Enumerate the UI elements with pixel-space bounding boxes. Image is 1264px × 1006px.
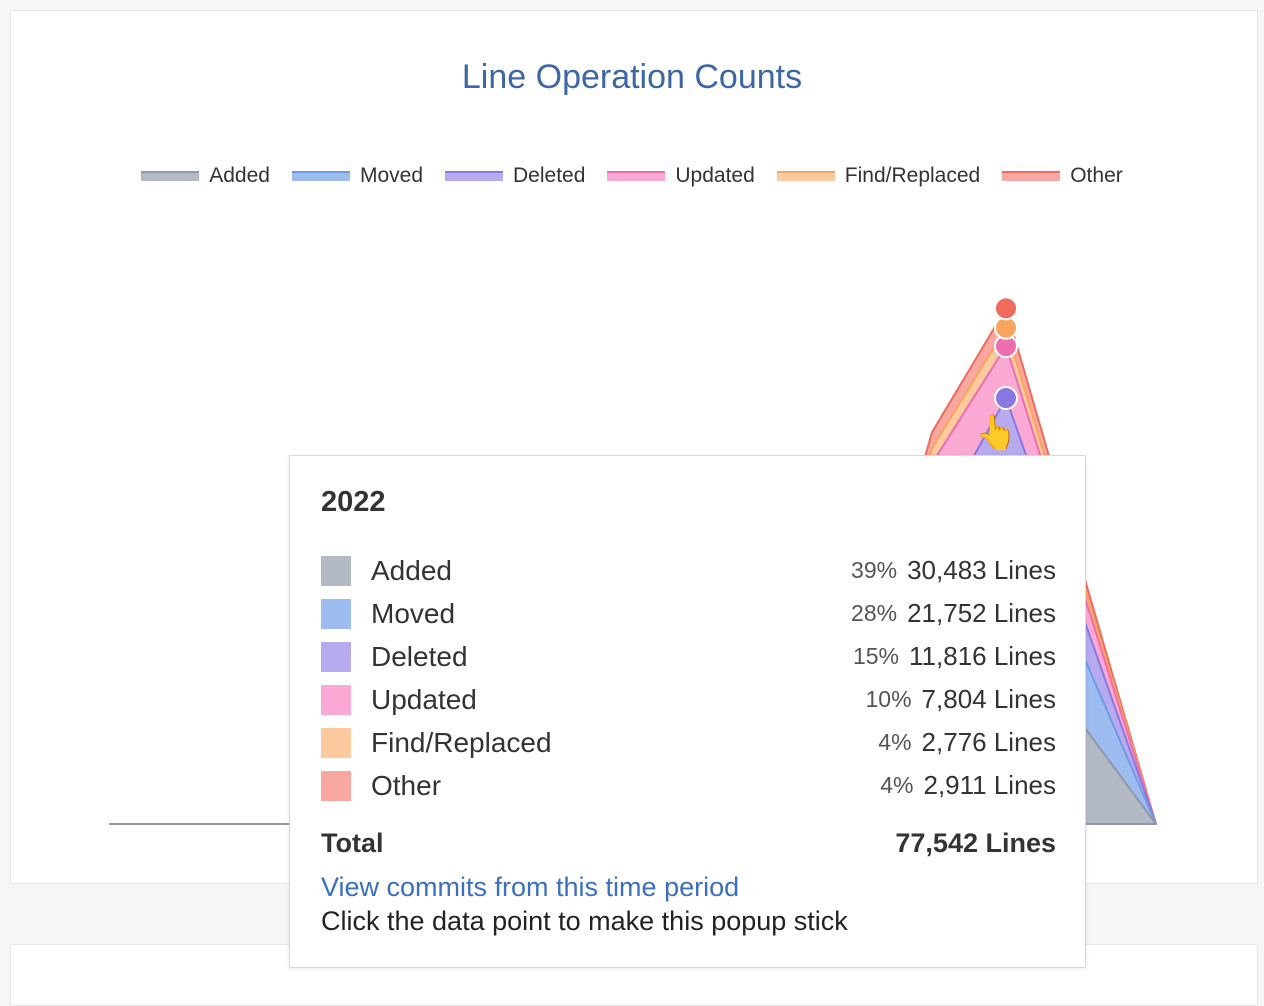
legend-label: Deleted: [513, 164, 586, 187]
tooltip-percent: 4%: [880, 772, 914, 798]
tooltip-percent: 39%: [851, 557, 898, 583]
tooltip-swatch: [321, 770, 351, 801]
tooltip-row: Updated 10% 7,804 Lines: [321, 678, 1056, 721]
tooltip-lines: 2,911 Lines: [923, 770, 1056, 800]
legend-item-find-replaced[interactable]: Find/Replaced: [776, 164, 981, 188]
legend-item-moved[interactable]: Moved: [291, 164, 423, 188]
tooltip-series-name: Moved: [371, 597, 456, 629]
tooltip-swatch: [321, 727, 351, 758]
legend-label: Find/Replaced: [844, 164, 981, 187]
tooltip-series-name: Other: [371, 769, 442, 801]
tooltip-row: Find/Replaced 4% 2,776 Lines: [321, 721, 1056, 764]
legend-label: Moved: [359, 164, 423, 187]
tooltip-series-name: Added: [371, 554, 452, 586]
tooltip-row: Other 4% 2,911 Lines: [321, 764, 1056, 807]
view-commits-link[interactable]: View commits from this time period: [321, 872, 740, 902]
legend-item-added[interactable]: Added: [141, 164, 270, 188]
point-other[interactable]: [994, 296, 1018, 321]
tooltip-percent: 4%: [878, 729, 912, 755]
legend-swatch: [445, 171, 503, 181]
legend-label: Updated: [675, 164, 755, 187]
tooltip-percent: 15%: [852, 643, 900, 669]
tooltip-series-name: Deleted: [371, 640, 468, 672]
tooltip-period: 2022: [321, 486, 386, 518]
legend-item-other[interactable]: Other: [1002, 164, 1123, 188]
legend-label: Added: [209, 164, 270, 187]
tooltip-lines: 7,804 Lines: [921, 684, 1056, 714]
tooltip-percent: 10%: [865, 686, 912, 712]
tooltip-swatch: [321, 555, 351, 586]
point-deleted[interactable]: [994, 386, 1018, 411]
legend-swatch: [607, 171, 666, 181]
tooltip-lines: 11,816 Lines: [909, 641, 1056, 671]
legend-swatch: [141, 171, 200, 181]
data-tooltip: 2022 Added 39% 30,483 Lines Moved 28% 21,752 …: [289, 455, 1086, 968]
tooltip-lines: 21,752 Lines: [907, 598, 1056, 628]
tooltip-rows: Added 39% 30,483 Lines Moved 28% 21,752 Lines…: [321, 549, 1056, 807]
tooltip-swatch: [321, 641, 351, 672]
tooltip-swatch: [321, 598, 351, 629]
legend-label: Other: [1070, 164, 1123, 187]
legend-swatch: [776, 171, 835, 181]
hand-pointer-icon: 👆: [975, 414, 1018, 452]
tooltip-series-name: Find/Replaced: [371, 726, 552, 758]
tooltip-row: Moved 28% 21,752 Lines: [321, 592, 1056, 635]
tooltip-series-name: Updated: [371, 683, 477, 715]
legend-swatch: [291, 171, 350, 181]
legend-item-updated[interactable]: Updated: [607, 164, 755, 188]
tooltip-swatch: [321, 684, 351, 715]
chart-title: Line Operation Counts: [461, 58, 803, 96]
legend-item-deleted[interactable]: Deleted: [445, 164, 585, 188]
tooltip-lines: 2,776 Lines: [921, 727, 1056, 757]
tooltip-row: Added 39% 30,483 Lines: [321, 549, 1056, 592]
tooltip-total: Total 77,542 Lines: [321, 828, 1056, 859]
tooltip-lines: 30,483 Lines: [907, 555, 1056, 585]
tooltip-total-label: Total: [321, 828, 384, 858]
tooltip-total-value: 77,542 Lines: [895, 828, 1056, 858]
tooltip-hint: Click the data point to make this popup …: [321, 906, 848, 936]
legend-swatch: [1002, 171, 1061, 181]
tooltip-row: Deleted 15% 11,816 Lines: [321, 635, 1056, 678]
tooltip-percent: 28%: [851, 600, 898, 626]
chart-legend: Added Moved Deleted Updated Find/Replaced Oth…: [0, 164, 1264, 188]
